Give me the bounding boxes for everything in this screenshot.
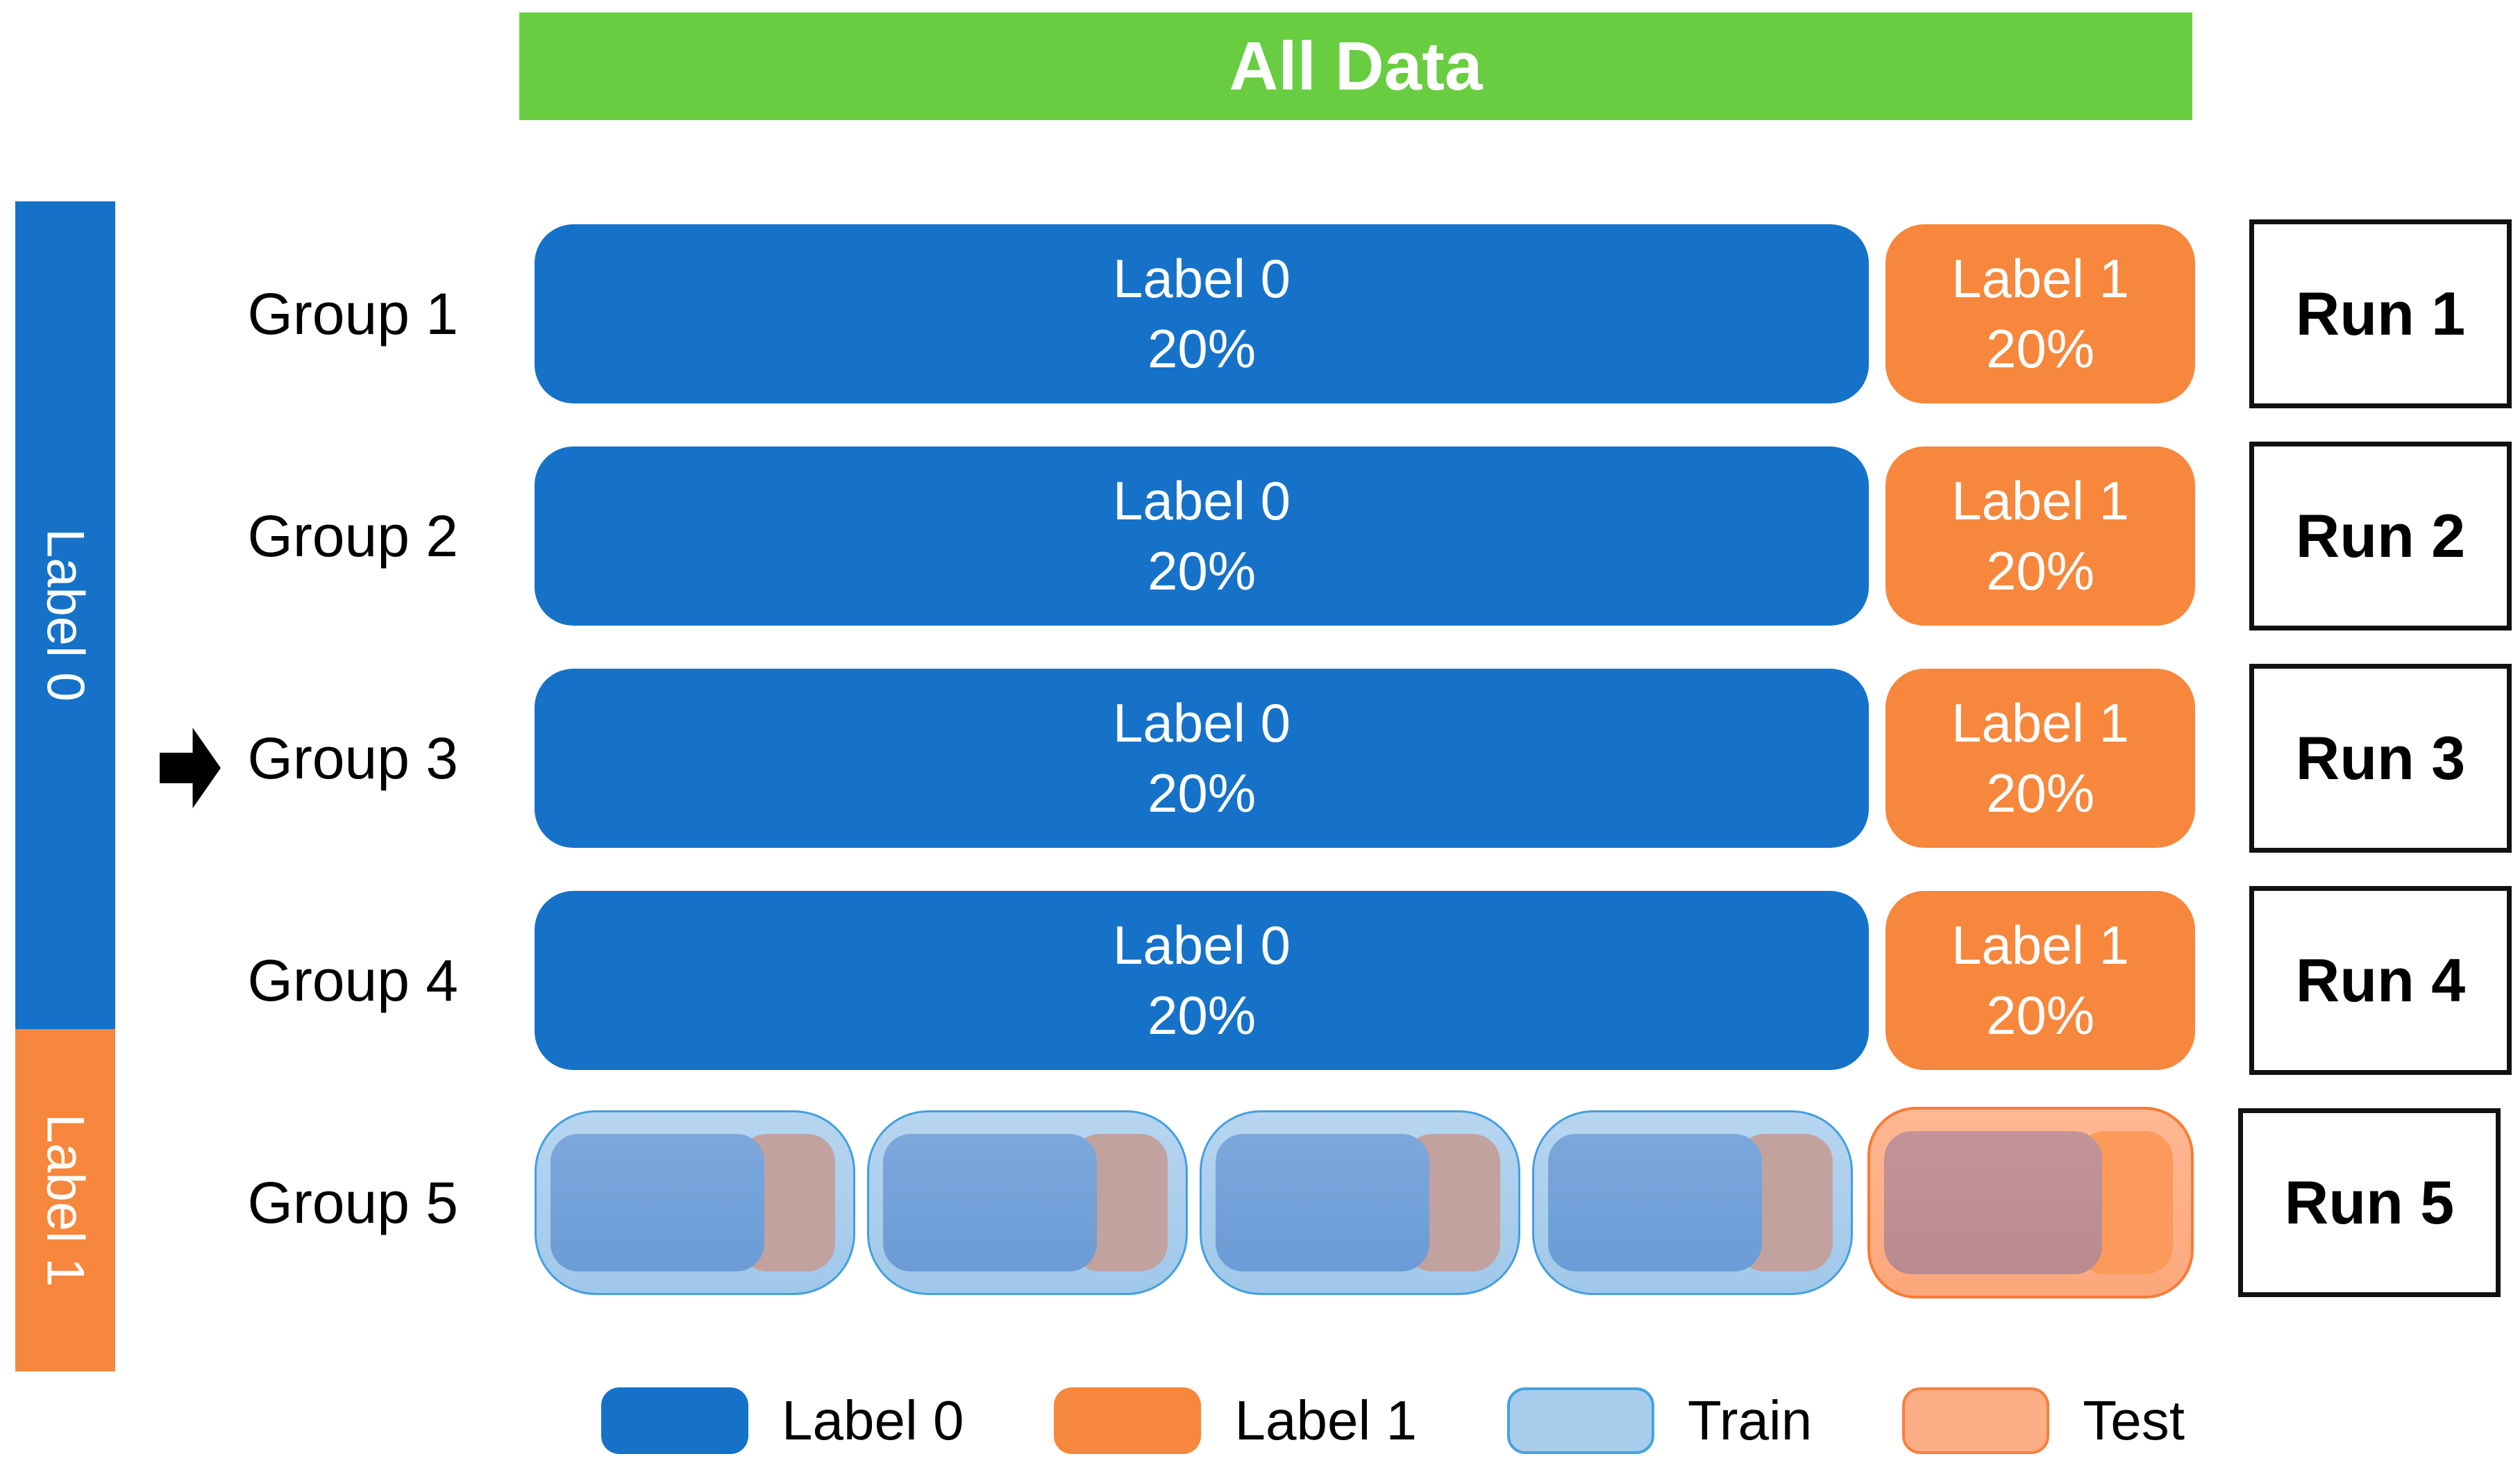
legend-swatch-train xyxy=(1506,1387,1654,1454)
label0-box-value: 20% xyxy=(1147,985,1257,1046)
test-inner-label0 xyxy=(1884,1131,2103,1274)
run-box: Run 5 xyxy=(2238,1108,2501,1297)
legend-label: Test xyxy=(2083,1389,2185,1451)
run-label: Run 5 xyxy=(2284,1168,2455,1237)
label0-box-value: 20% xyxy=(1147,318,1257,379)
train-box xyxy=(1532,1110,1853,1295)
run-label: Run 4 xyxy=(2295,946,2466,1014)
all-data-bar: All Data xyxy=(519,12,2192,120)
legend-label: Label 0 xyxy=(782,1389,964,1451)
label1-box: Label 1 20% xyxy=(1885,669,2195,848)
label0-box-title: Label 0 xyxy=(1113,247,1291,309)
label0-box: Label 0 20% xyxy=(535,669,1869,848)
label1-box-title: Label 1 xyxy=(1951,914,2129,976)
train-box xyxy=(535,1110,855,1295)
group-row-5: Group 5 Run 5 xyxy=(0,1105,2520,1300)
legend-swatch-label1 xyxy=(1054,1387,1202,1454)
label1-box: Label 1 20% xyxy=(1885,224,2195,403)
sidebar-label1-text: Label 1 xyxy=(35,1113,95,1287)
test-box xyxy=(1867,1107,2194,1298)
label1-box-value: 20% xyxy=(1985,318,2095,379)
group-row-4: Group 4 Label 0 20% Label 1 20% Run 4 xyxy=(0,883,2520,1078)
group-label: Group 3 xyxy=(247,725,458,791)
legend-item-test: Test xyxy=(1902,1387,2185,1454)
legend-item-train: Train xyxy=(1506,1387,1813,1454)
label0-box: Label 0 20% xyxy=(535,891,1869,1070)
label0-box-value: 20% xyxy=(1147,762,1257,824)
label0-box-title: Label 0 xyxy=(1113,469,1291,531)
group-label: Group 1 xyxy=(247,281,458,346)
train-inner-label0 xyxy=(883,1134,1097,1271)
run-label: Run 3 xyxy=(2295,724,2466,792)
label0-box-title: Label 0 xyxy=(1113,914,1291,976)
train-inner-label0 xyxy=(551,1134,764,1271)
run-label: Run 2 xyxy=(2295,501,2466,570)
legend-label: Label 1 xyxy=(1234,1389,1417,1451)
label0-box-title: Label 0 xyxy=(1113,692,1291,753)
legend-label: Train xyxy=(1687,1389,1813,1451)
run-box: Run 1 xyxy=(2249,219,2512,408)
label0-box: Label 0 20% xyxy=(535,224,1869,403)
train-inner-label0 xyxy=(1216,1134,1429,1271)
label1-box-title: Label 1 xyxy=(1951,247,2129,309)
sidebar-label0-text: Label 0 xyxy=(35,528,95,702)
legend-swatch-test xyxy=(1902,1387,2050,1454)
group-row-2: Group 2 Label 0 20% Label 1 20% Run 2 xyxy=(0,439,2520,633)
label1-box: Label 1 20% xyxy=(1885,446,2195,626)
train-inner-label0 xyxy=(1548,1134,1762,1271)
train-box xyxy=(1200,1110,1520,1295)
legend-item-label0: Label 0 xyxy=(601,1387,964,1454)
label1-box-title: Label 1 xyxy=(1951,469,2129,531)
group-label: Group 5 xyxy=(247,1169,458,1235)
run-box: Run 3 xyxy=(2249,664,2512,853)
sidebar-label1-segment: Label 1 xyxy=(15,1029,115,1371)
label1-box-value: 20% xyxy=(1985,985,2095,1046)
legend: Label 0 Label 1 Train Test xyxy=(601,1387,2185,1454)
legend-swatch-label0 xyxy=(601,1387,748,1454)
label0-box-value: 20% xyxy=(1147,540,1257,601)
run-box: Run 2 xyxy=(2249,442,2512,630)
sidebar-label0-segment: Label 0 xyxy=(15,201,115,1029)
run-box: Run 4 xyxy=(2249,886,2512,1075)
run-label: Run 1 xyxy=(2295,279,2466,348)
all-data-label: All Data xyxy=(1229,28,1483,104)
label1-box-title: Label 1 xyxy=(1951,692,2129,753)
side-label-bar: Label 0 Label 1 xyxy=(15,201,115,1371)
legend-item-label1: Label 1 xyxy=(1054,1387,1417,1454)
label1-box-value: 20% xyxy=(1985,762,2095,824)
train-box xyxy=(867,1110,1188,1295)
group-label: Group 2 xyxy=(247,503,458,569)
group-row-3: Group 3 Label 0 20% Label 1 20% Run 3 xyxy=(0,661,2520,855)
label0-box: Label 0 20% xyxy=(535,446,1869,626)
label1-box-value: 20% xyxy=(1985,540,2095,601)
group-row-1: Group 1 Label 0 20% Label 1 20% Run 1 xyxy=(0,217,2520,411)
group-label: Group 4 xyxy=(247,947,458,1013)
label1-box: Label 1 20% xyxy=(1885,891,2195,1070)
